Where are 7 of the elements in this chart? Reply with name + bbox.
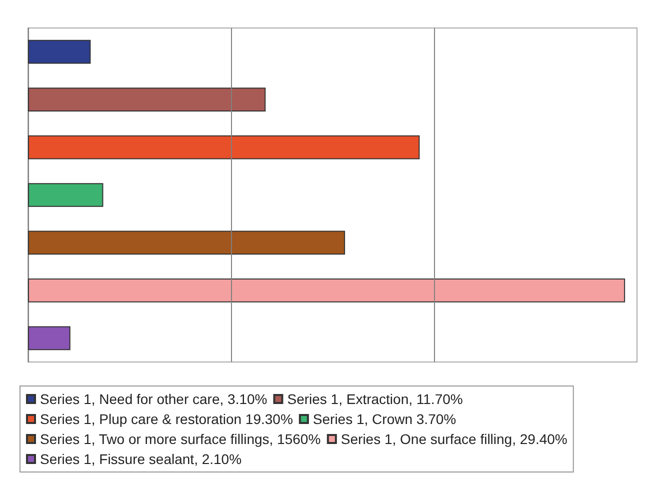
legend-label: Series 1, Fissure sealant, 2.10% xyxy=(40,451,242,467)
legend-label: Series 1, Crown 3.70% xyxy=(312,411,456,427)
legend-label: Series 1, Extraction, 11.70% xyxy=(287,391,463,407)
legend-label: Series 1, One surface filling, 29.40% xyxy=(340,431,568,447)
legend-label: Series 1, Need for other care, 3.10% xyxy=(40,391,268,407)
legend-label: Series 1, Two or more surface fillings, 1560% xyxy=(40,431,321,447)
legend-label: Series 1, Plup care & restoration 19.30% xyxy=(40,411,293,427)
